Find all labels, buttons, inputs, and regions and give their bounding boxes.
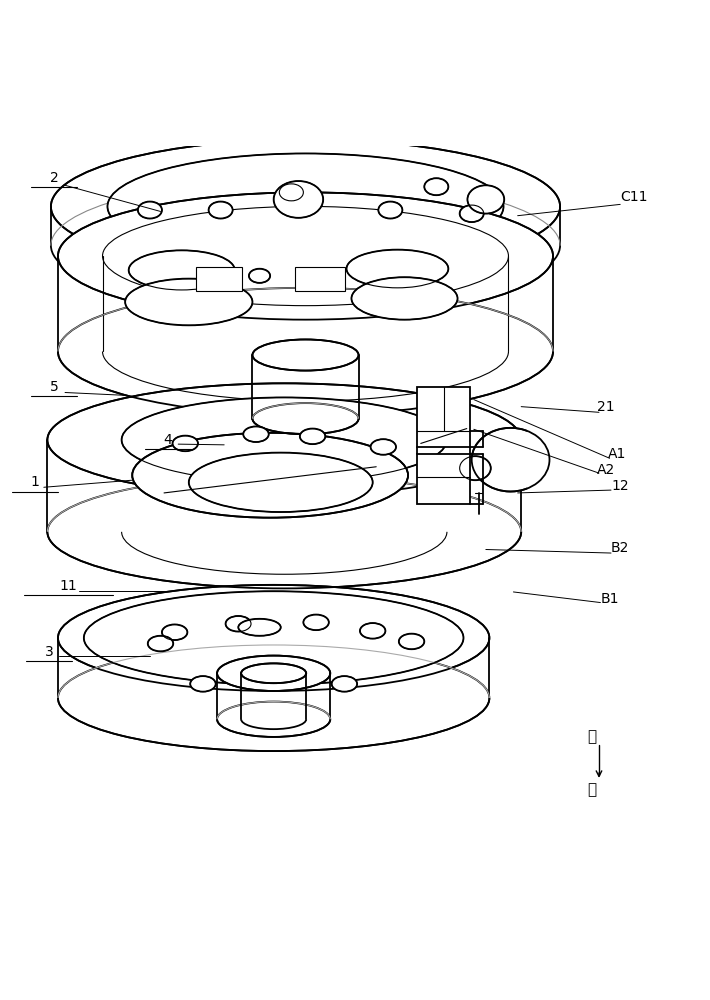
Text: 4: 4 bbox=[163, 433, 172, 447]
Ellipse shape bbox=[217, 702, 330, 737]
Text: 3: 3 bbox=[45, 645, 54, 659]
Ellipse shape bbox=[58, 288, 553, 415]
Text: 1: 1 bbox=[31, 475, 40, 489]
Ellipse shape bbox=[84, 591, 464, 685]
Text: 11: 11 bbox=[60, 579, 77, 593]
Ellipse shape bbox=[107, 153, 503, 260]
Text: B2: B2 bbox=[611, 541, 629, 555]
Ellipse shape bbox=[253, 403, 359, 434]
Text: 2: 2 bbox=[50, 171, 59, 185]
Text: A1: A1 bbox=[608, 447, 626, 461]
Ellipse shape bbox=[279, 184, 303, 201]
Ellipse shape bbox=[209, 202, 233, 219]
Ellipse shape bbox=[273, 181, 323, 218]
Ellipse shape bbox=[378, 202, 403, 219]
Text: 5: 5 bbox=[50, 380, 59, 394]
Ellipse shape bbox=[125, 279, 253, 325]
Ellipse shape bbox=[189, 453, 373, 512]
Ellipse shape bbox=[58, 585, 489, 691]
Ellipse shape bbox=[253, 339, 359, 371]
Ellipse shape bbox=[332, 676, 357, 692]
Ellipse shape bbox=[190, 676, 216, 692]
Ellipse shape bbox=[241, 663, 306, 683]
Bar bbox=[196, 267, 242, 291]
Ellipse shape bbox=[121, 397, 447, 482]
Ellipse shape bbox=[371, 439, 396, 455]
Ellipse shape bbox=[48, 383, 521, 496]
Bar bbox=[417, 387, 470, 447]
Ellipse shape bbox=[425, 178, 448, 195]
Ellipse shape bbox=[244, 426, 268, 442]
Ellipse shape bbox=[51, 139, 560, 274]
Ellipse shape bbox=[48, 475, 521, 588]
Bar bbox=[295, 267, 346, 291]
Ellipse shape bbox=[300, 429, 325, 444]
Ellipse shape bbox=[467, 185, 504, 214]
Ellipse shape bbox=[148, 636, 173, 651]
Text: 上: 上 bbox=[587, 729, 596, 744]
Ellipse shape bbox=[173, 436, 198, 451]
Ellipse shape bbox=[138, 202, 162, 219]
Ellipse shape bbox=[471, 428, 550, 492]
Ellipse shape bbox=[459, 456, 491, 480]
Ellipse shape bbox=[58, 192, 553, 320]
Ellipse shape bbox=[399, 634, 425, 649]
Ellipse shape bbox=[162, 624, 187, 640]
Ellipse shape bbox=[459, 205, 484, 222]
Ellipse shape bbox=[249, 269, 270, 283]
Text: B1: B1 bbox=[601, 592, 619, 606]
Text: A2: A2 bbox=[597, 463, 615, 477]
Ellipse shape bbox=[129, 250, 235, 290]
Text: C11: C11 bbox=[621, 190, 648, 204]
Bar bbox=[417, 454, 470, 504]
Text: 12: 12 bbox=[611, 479, 629, 493]
Text: 下: 下 bbox=[587, 782, 596, 797]
Ellipse shape bbox=[303, 615, 329, 630]
Ellipse shape bbox=[132, 433, 408, 518]
Ellipse shape bbox=[217, 656, 330, 691]
Ellipse shape bbox=[58, 645, 489, 751]
Text: 21: 21 bbox=[597, 400, 615, 414]
Ellipse shape bbox=[360, 623, 386, 639]
Ellipse shape bbox=[351, 277, 457, 320]
Ellipse shape bbox=[226, 616, 251, 632]
Ellipse shape bbox=[346, 250, 448, 288]
Ellipse shape bbox=[239, 619, 280, 636]
